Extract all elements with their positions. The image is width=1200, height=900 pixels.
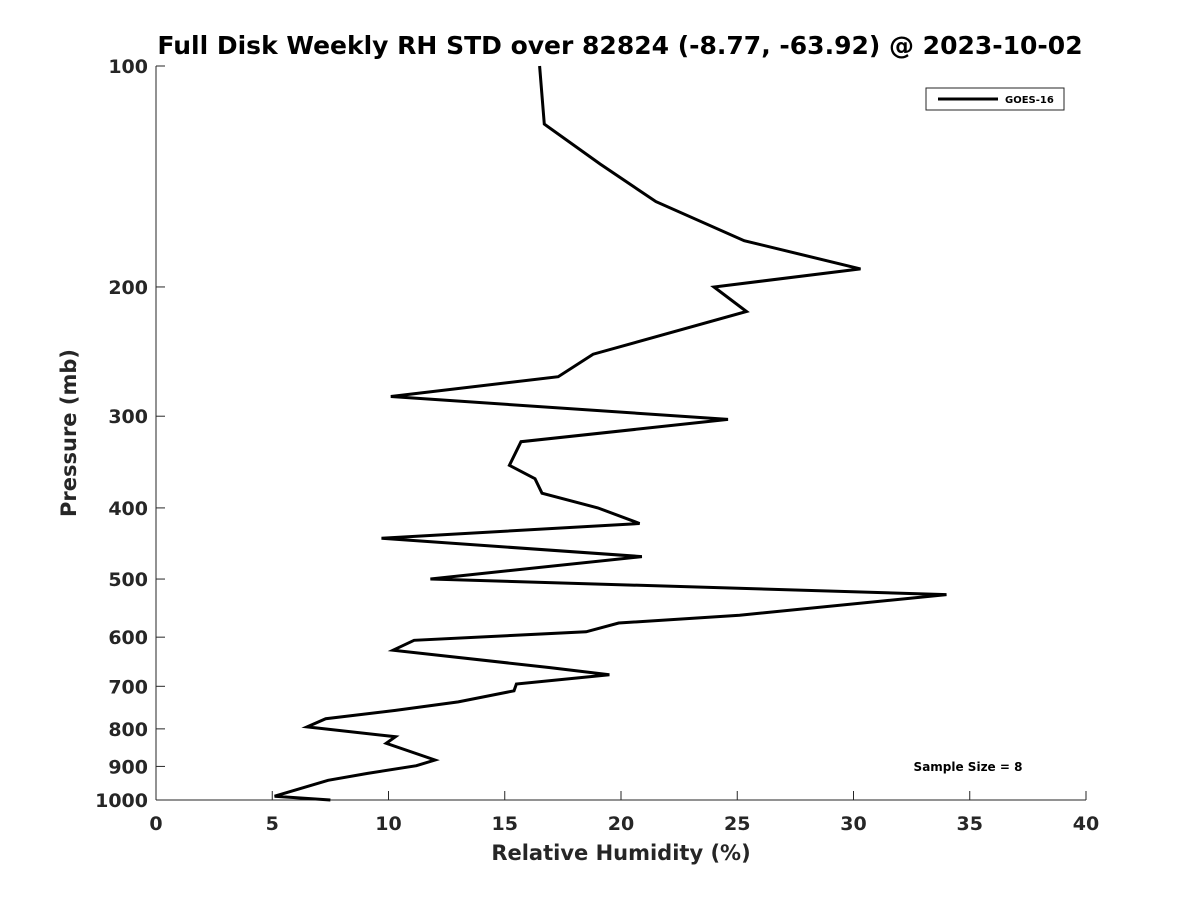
x-tick-label-5: 5 <box>266 813 279 835</box>
x-tick-label-20: 20 <box>608 813 634 835</box>
y-tick-label-200: 200 <box>108 277 148 299</box>
y-tick-label-700: 700 <box>108 676 148 698</box>
y-tick-label-800: 800 <box>108 719 148 741</box>
y-tick-label-400: 400 <box>108 498 148 520</box>
y-tick-label-500: 500 <box>108 569 148 591</box>
y-tick-label-100: 100 <box>108 56 148 78</box>
sample-size-annotation: Sample Size = 8 <box>914 760 1023 774</box>
y-ticks: 100 200 300 400 500 600 700 800 900 1000 <box>95 56 165 812</box>
x-tick-label-25: 25 <box>724 813 750 835</box>
x-axis-label: Relative Humidity (%) <box>491 841 750 865</box>
x-tick-label-0: 0 <box>149 813 162 835</box>
y-tick-label-900: 900 <box>108 756 148 778</box>
y-tick-label-1000: 1000 <box>95 790 148 812</box>
x-tick-label-15: 15 <box>492 813 518 835</box>
x-tick-label-10: 10 <box>375 813 401 835</box>
y-tick-label-600: 600 <box>108 627 148 649</box>
legend: GOES-16 <box>925 87 1065 111</box>
series-line-goes-16 <box>274 65 947 802</box>
x-tick-label-35: 35 <box>957 813 983 835</box>
x-tick-label-40: 40 <box>1073 813 1099 835</box>
y-axis-label: Pressure (mb) <box>57 349 81 517</box>
y-tick-label-300: 300 <box>108 406 148 428</box>
chart-title: Full Disk Weekly RH STD over 82824 (-8.7… <box>157 31 1082 60</box>
x-ticks: 0 5 10 15 20 25 30 35 40 <box>149 791 1099 835</box>
x-tick-label-30: 30 <box>840 813 866 835</box>
legend-label-goes-16: GOES-16 <box>1005 95 1054 106</box>
